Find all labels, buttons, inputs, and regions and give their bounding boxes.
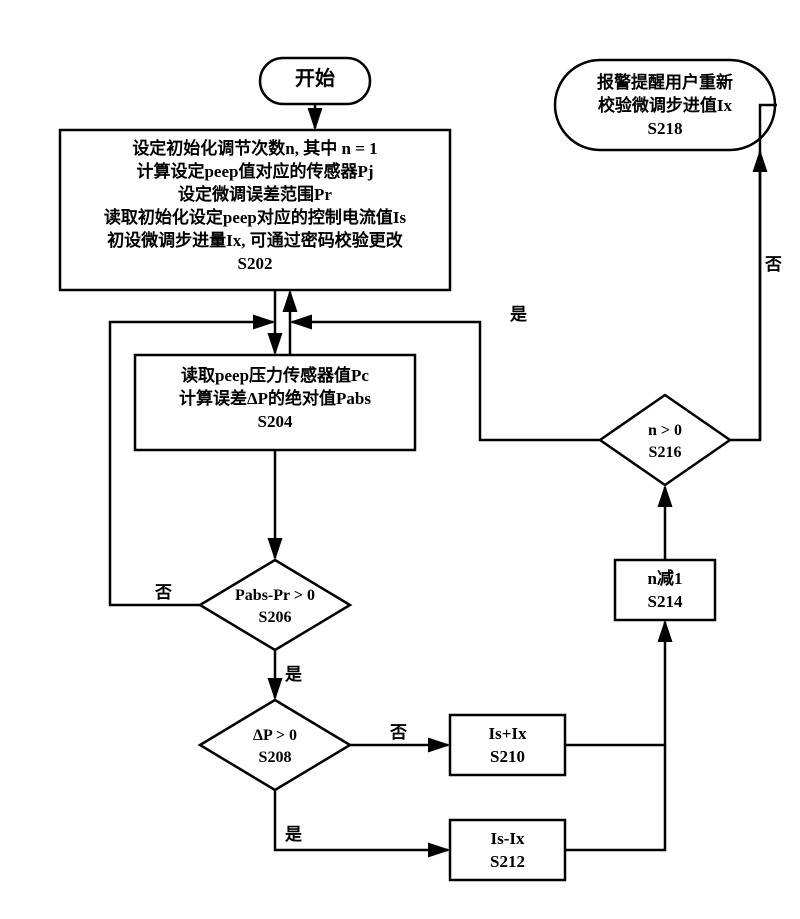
label-s202: 设定初始化调节次数n, 其中 n = 1 计算设定peep值对应的传感器Pj 设… [60, 138, 450, 276]
edge-label-s206-no: 否 [155, 578, 172, 603]
edge-label-s208-no: 否 [390, 718, 407, 743]
edge-s210-s214 [565, 622, 665, 745]
label-s208: ΔP > 0 S208 [200, 725, 350, 768]
label-s218: 报警提醒用户重新 校验微调步进值Ix S218 [555, 72, 775, 141]
edge-label-s208-yes: 是 [285, 820, 302, 845]
edge-label-s206-yes: 是 [285, 660, 302, 685]
label-start: 开始 [260, 66, 370, 93]
label-s210: Is+Ix S210 [450, 723, 565, 769]
label-s206: Pabs-Pr > 0 S206 [200, 585, 350, 628]
label-s214: n减1 S214 [615, 568, 715, 614]
label-s216: n > 0 S216 [600, 420, 730, 463]
edge-label-s216-no: 否 [765, 250, 782, 275]
label-s212: Is-Ix S212 [450, 828, 565, 874]
label-s204: 读取peep压力传感器值Pc 计算误差ΔP的绝对值Pabs S204 [135, 365, 415, 434]
edge-s212-s214 [565, 745, 665, 850]
edge-label-s216-yes: 是 [510, 300, 527, 325]
